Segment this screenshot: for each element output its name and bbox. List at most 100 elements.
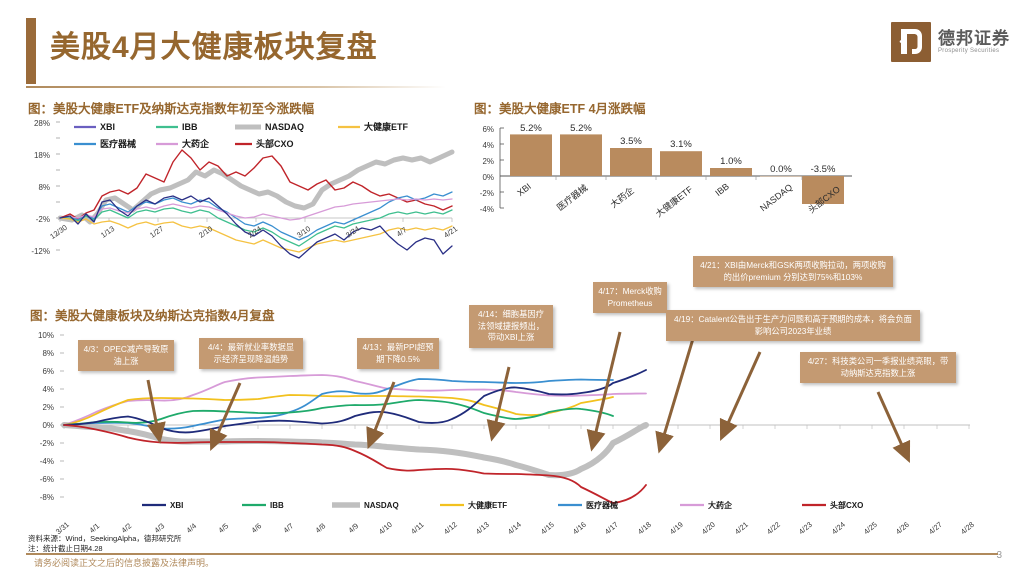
- logo-text-en: Prosperity Securities: [938, 47, 1000, 54]
- svg-text:2/24: 2/24: [246, 224, 263, 240]
- svg-text:28%: 28%: [34, 119, 50, 128]
- chart-bar-xaxis: XBI 医疗器械 大药企 大健康ETF IBB NASDAQ 头部CXO: [515, 181, 842, 219]
- svg-text:大健康ETF: 大健康ETF: [364, 121, 409, 132]
- source-line: 资料来源：Wind，SeekingAlpha，德邦研究所: [28, 534, 182, 543]
- svg-text:头部CXO: 头部CXO: [256, 138, 294, 149]
- callout-0414: 4/14：细胞基因疗法领域捷报频出，带动XBI上涨: [469, 305, 553, 348]
- chart-ytd-title: 图：美股大健康ETF及纳斯达克指数年初至今涨跌幅: [28, 102, 315, 116]
- chart-review-xaxis: 3/31 4/1 4/2 4/3 4/4 4/5 4/6 4/7 4/8 4/9…: [54, 520, 976, 536]
- svg-text:NASDAQ: NASDAQ: [265, 122, 304, 132]
- svg-text:-4%: -4%: [40, 457, 54, 466]
- chart-april-returns: 图：美股大健康ETF 4月涨跌幅 6% 4% 2% 0% -2% -4%: [462, 98, 882, 258]
- callout-0421: 4/21：XBI由Merck和GSK两项收购拉动，两项收购的出价premium …: [693, 256, 893, 287]
- chart-review-title: 图：美股大健康板块及纳斯达克指数4月复盘: [30, 309, 275, 323]
- svg-text:4/18: 4/18: [636, 520, 653, 536]
- chart-bar-title: 图：美股大健康ETF 4月涨跌幅: [474, 102, 646, 116]
- svg-text:4/16: 4/16: [571, 520, 588, 536]
- chart-bar-data-labels: 5.2% 5.2% 3.5% 3.1% 1.0% 0.0% -3.5%: [520, 123, 836, 175]
- chart-bar-bars: [510, 134, 844, 204]
- svg-text:大药企: 大药企: [182, 138, 210, 149]
- svg-text:医疗器械: 医疗器械: [554, 182, 589, 213]
- svg-text:IBB: IBB: [270, 501, 284, 510]
- svg-text:0%: 0%: [482, 173, 494, 182]
- svg-text:4/21: 4/21: [733, 520, 750, 536]
- svg-text:4/1: 4/1: [88, 521, 102, 535]
- disclaimer-text: 请务必阅读正文之后的信息披露及法律声明。: [34, 558, 215, 568]
- svg-text:4%: 4%: [482, 141, 494, 150]
- svg-text:NASDAQ: NASDAQ: [364, 501, 399, 510]
- svg-text:-6%: -6%: [40, 475, 54, 484]
- svg-text:4/4: 4/4: [185, 521, 199, 535]
- svg-text:2%: 2%: [482, 157, 494, 166]
- callout-0427: 4/27：科技类公司一季报业绩亮眼，带动纳斯达克指数上涨: [800, 352, 956, 383]
- svg-text:4/7: 4/7: [282, 521, 296, 535]
- svg-text:-2%: -2%: [36, 215, 50, 224]
- svg-text:-3.5%: -3.5%: [811, 164, 836, 175]
- svg-text:4/8: 4/8: [314, 521, 328, 535]
- svg-text:4/19: 4/19: [668, 520, 685, 536]
- callout-0413: 4/13：最新PPI超预期下降0.5%: [357, 338, 439, 369]
- svg-text:4/7: 4/7: [395, 225, 409, 238]
- svg-text:NASDAQ: NASDAQ: [758, 182, 794, 213]
- svg-text:-2%: -2%: [480, 189, 494, 198]
- svg-text:4/6: 4/6: [250, 521, 264, 535]
- svg-text:4/12: 4/12: [442, 520, 459, 536]
- svg-text:XBI: XBI: [515, 181, 533, 198]
- svg-text:8%: 8%: [38, 183, 50, 192]
- svg-text:-12%: -12%: [31, 247, 50, 256]
- svg-text:10%: 10%: [38, 331, 54, 340]
- svg-text:医疗器械: 医疗器械: [586, 500, 618, 510]
- logo-mark-icon: [891, 22, 931, 62]
- logo-text-cn: 德邦证券: [938, 29, 1010, 49]
- svg-text:大药企: 大药企: [708, 500, 733, 510]
- svg-text:大健康ETF: 大健康ETF: [653, 183, 695, 219]
- svg-text:4/28: 4/28: [959, 520, 976, 536]
- chart-review-yaxis: 10% 8% 6% 4% 2% 0% -2% -4% -6% -8%: [38, 331, 54, 502]
- svg-text:-4%: -4%: [480, 205, 494, 214]
- svg-text:1.0%: 1.0%: [720, 156, 742, 167]
- title-accent-bar: [26, 18, 36, 84]
- svg-text:4/14: 4/14: [506, 520, 523, 536]
- svg-text:4/23: 4/23: [797, 520, 814, 536]
- svg-text:4/24: 4/24: [830, 520, 847, 536]
- svg-text:1/27: 1/27: [148, 224, 165, 240]
- svg-text:头部CXO: 头部CXO: [830, 500, 863, 510]
- svg-text:4/11: 4/11: [409, 520, 426, 536]
- svg-text:2%: 2%: [42, 403, 54, 412]
- source-note: 资料来源：Wind，SeekingAlpha，德邦研究所 注：统计截止日期4.2…: [28, 534, 181, 554]
- svg-text:4/15: 4/15: [539, 520, 556, 536]
- callout-0419: 4/19：Catalent公告出于生产力问题和高于预期的成本，将会负面影响公司2…: [666, 310, 920, 341]
- svg-text:4/9: 4/9: [347, 521, 361, 535]
- company-logo: 德邦证券 Prosperity Securities: [891, 22, 1010, 62]
- chart-ytd-legend: XBI IBB NASDAQ 大健康ETF 医疗器械 大药企 头部CXO: [74, 121, 409, 149]
- svg-text:4/22: 4/22: [765, 520, 782, 536]
- svg-text:4/20: 4/20: [700, 520, 717, 536]
- svg-text:4%: 4%: [42, 385, 54, 394]
- svg-text:5.2%: 5.2%: [520, 123, 542, 134]
- svg-text:3.5%: 3.5%: [620, 136, 642, 147]
- svg-text:4/17: 4/17: [603, 520, 620, 536]
- svg-text:6%: 6%: [42, 367, 54, 376]
- svg-text:1/13: 1/13: [99, 224, 116, 240]
- callout-0417: 4/17：Merck收购Prometheus: [593, 282, 667, 313]
- svg-text:5.2%: 5.2%: [570, 123, 592, 134]
- svg-text:18%: 18%: [34, 151, 50, 160]
- svg-text:4/25: 4/25: [862, 520, 879, 536]
- chart-review-legend: XBI IBB NASDAQ 大健康ETF 医疗器械 大药企 头部CXO: [142, 500, 863, 510]
- svg-text:4/10: 4/10: [377, 520, 394, 536]
- chart-bar-yaxis: 6% 4% 2% 0% -2% -4%: [480, 125, 494, 214]
- svg-text:4/5: 4/5: [217, 521, 231, 535]
- page-title: 美股4月大健康板块复盘: [50, 31, 378, 64]
- svg-text:IBB: IBB: [713, 181, 731, 198]
- svg-text:-2%: -2%: [40, 439, 54, 448]
- svg-text:大健康ETF: 大健康ETF: [468, 500, 507, 510]
- svg-text:0%: 0%: [42, 421, 54, 430]
- svg-text:XBI: XBI: [170, 501, 183, 510]
- svg-text:IBB: IBB: [182, 122, 198, 132]
- svg-text:医疗器械: 医疗器械: [100, 138, 136, 149]
- svg-text:8%: 8%: [42, 349, 54, 358]
- svg-text:4/27: 4/27: [927, 520, 944, 536]
- svg-text:6%: 6%: [482, 125, 494, 134]
- svg-text:4/3: 4/3: [153, 521, 167, 535]
